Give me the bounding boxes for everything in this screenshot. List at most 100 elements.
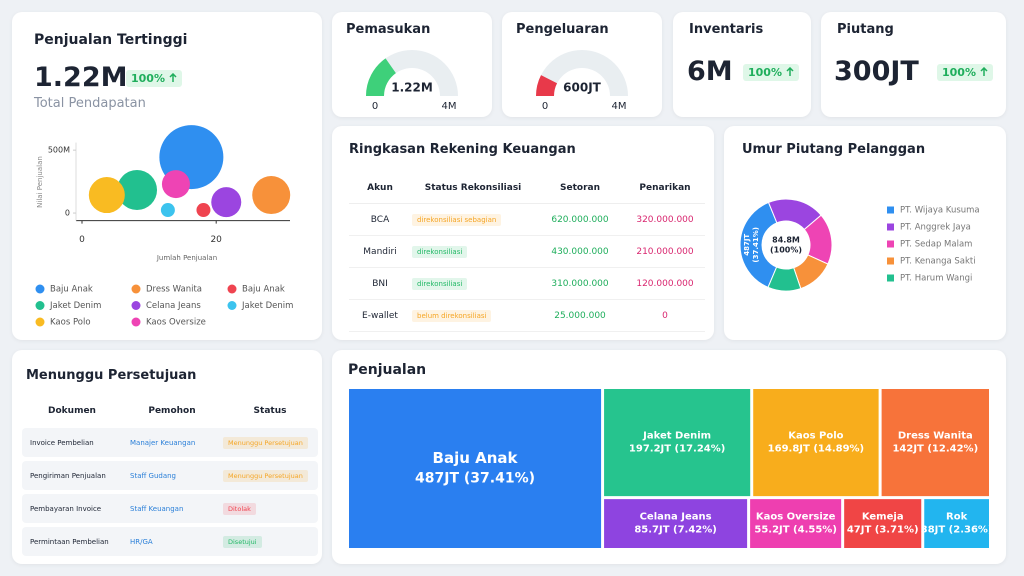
income-card: 1.22M 0 4M Pemasukan [332, 12, 492, 117]
bubble [211, 187, 242, 218]
x-axis-label: Jumlah Penjualan [156, 254, 217, 262]
gauge: 1.22M 0 4M [366, 50, 458, 112]
cell-name: Baju Anak [433, 449, 519, 467]
header-row: Dokumen Pemohon Status [22, 398, 318, 424]
withdrawal: 120.000.000 [625, 268, 705, 300]
cell-name: Rok [946, 512, 968, 523]
gauge-tick-label: 0 [372, 101, 378, 112]
cell-value: 487JT (37.41%) [415, 471, 535, 487]
legend-swatch [887, 223, 894, 231]
treemap-cell [881, 389, 989, 497]
account: Mandiri [349, 236, 411, 268]
bubble-chart: 0 20 0 500M Jumlah Penjualan Nilai Penjualan B… [35, 125, 293, 328]
status-cell: belum direkonsiliasi [411, 300, 535, 332]
deposit: 430.000.000 [535, 236, 625, 268]
status-pill: Ditolak [223, 502, 256, 515]
gauge-track [536, 50, 628, 96]
legend-label: Jaket Denim [241, 301, 293, 311]
cell-name: Kaos Oversize [756, 512, 836, 523]
change-text: 100% [942, 66, 976, 79]
legend-swatch [887, 206, 894, 214]
status-pill: direkonsiliasi [412, 245, 468, 258]
bubble [252, 176, 291, 215]
center-value: 84.8M [772, 236, 800, 245]
x-tick-label: 0 [79, 235, 85, 245]
change-badge: 100% [743, 64, 799, 81]
document: Permintaan Pembelian [22, 527, 122, 556]
bubble [88, 177, 125, 214]
header-row: Akun Status Rekonsiliasi Setoran Penarikan [349, 173, 705, 204]
legend-swatch [131, 284, 141, 294]
status-pill: direkonsiliasi sebagian [412, 213, 502, 226]
status-pill: Menunggu Persetujuan [223, 469, 308, 482]
withdrawal: 320.000.000 [625, 204, 705, 236]
card-title: Ringkasan Rekening Keuangan [349, 142, 576, 157]
treemap-cell [349, 389, 602, 548]
inventory-card: Inventaris 6M 100% [673, 12, 811, 117]
y-tick-label: 0 [65, 209, 70, 218]
column-header: Pemohon [148, 406, 196, 416]
requester: Manajer Keuangan [122, 428, 222, 457]
legend-swatch [35, 301, 45, 310]
aging-card: 487JT(37.41%) PT. Wijaya Kusuma PT. Anggre… [724, 126, 1006, 340]
cell-name: Jaket Denim [642, 431, 711, 442]
gauge-value: 1.22M [391, 81, 433, 95]
treemap-cell [753, 389, 879, 497]
cell-value: 197.2JT (17.24%) [629, 444, 725, 455]
status-cell: Ditolak [222, 494, 318, 523]
requester: Staff Gudang [122, 461, 222, 490]
table-row: Mandiri direkonsiliasi 430.000.000 210.000.… [349, 236, 705, 268]
change-text: 100% [748, 66, 782, 79]
column-header: Penarikan [625, 173, 705, 204]
donut-slice [739, 201, 778, 288]
gauge-tick-label: 4M [612, 101, 627, 112]
table-row: Pengiriman Penjualan Staff Gudang Menunggu… [22, 461, 318, 490]
gauge-fill [536, 75, 558, 96]
card-title: Penjualan [348, 362, 427, 378]
table-row: BNI direkonsiliasi 310.000.000 120.000.000 [349, 268, 705, 300]
column-header: Status Rekonsiliasi [411, 173, 535, 204]
bubble [160, 203, 175, 218]
card-title: Piutang [837, 22, 894, 37]
arrow-icon [169, 72, 177, 82]
receivable-card: Piutang 300JT 100% [821, 12, 1006, 117]
legend-swatch [227, 301, 237, 310]
requester: Staff Keuangan [122, 494, 222, 523]
deposit: 25.000.000 [535, 300, 625, 332]
bubble [161, 170, 190, 199]
treemap-cell [844, 499, 922, 548]
cell-value: 169.8JT (14.89%) [768, 444, 864, 455]
bubble [117, 170, 158, 211]
card-title: Pengeluaran [516, 22, 609, 37]
legend-label: PT. Sedap Malam [900, 240, 972, 250]
requester: HR/GA [122, 527, 222, 556]
legend-swatch [887, 274, 894, 282]
table-row: Permintaan Pembelian HR/GA Disetujui [22, 527, 318, 556]
account: BNI [349, 268, 411, 300]
withdrawal: 210.000.000 [625, 236, 705, 268]
legend-label: PT. Harum Wangi [900, 274, 972, 284]
legend-swatch [887, 257, 894, 265]
column-header: Dokumen [48, 406, 96, 416]
card-title: Inventaris [689, 22, 764, 37]
subtitle: Total Pendapatan [34, 96, 146, 111]
status-cell: Menunggu Persetujuan [222, 461, 318, 490]
deposit: 310.000.000 [535, 268, 625, 300]
gauge-value: 600JT [563, 81, 602, 95]
cell-name: Kemeja [862, 512, 904, 523]
cell-name: Celana Jeans [640, 512, 712, 523]
legend-swatch [131, 301, 141, 310]
status-cell: Menunggu Persetujuan [222, 428, 318, 457]
legend-swatch [131, 317, 141, 327]
cell-value: 47JT (3.71%) [847, 525, 919, 536]
kpi-value: 300JT [834, 56, 919, 87]
column-header: Status [253, 406, 287, 416]
status-pill: Menunggu Persetujuan [223, 436, 308, 449]
legend-label: Baju Anak [242, 285, 285, 295]
account: BCA [349, 204, 411, 236]
legend-label: Baju Anak [50, 285, 93, 295]
legend-label: PT. Wijaya Kusuma [900, 206, 980, 216]
donut-chart: 487JT(37.41%) PT. Wijaya Kusuma PT. Anggre… [739, 198, 980, 292]
status-cell: direkonsiliasi sebagian [411, 204, 535, 236]
